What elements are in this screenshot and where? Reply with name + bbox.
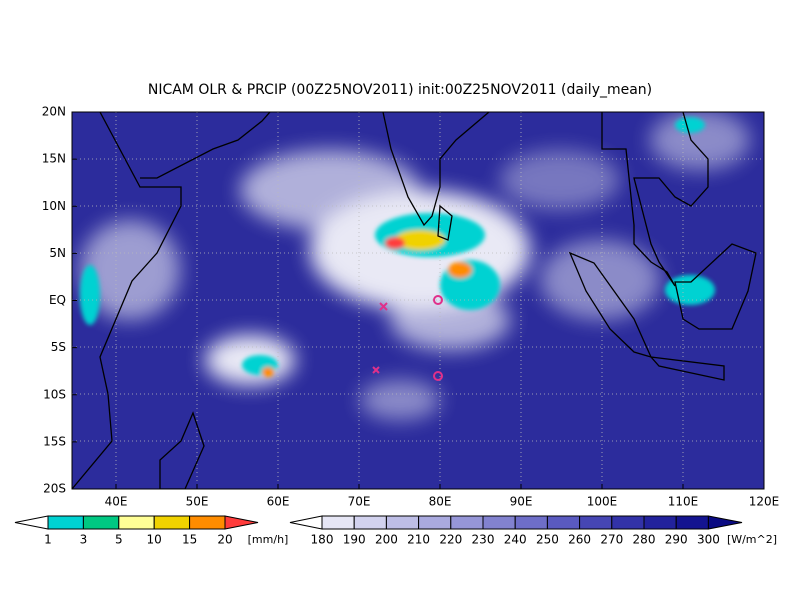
lon-label: 100E (587, 495, 618, 509)
lat-label: EQ (49, 293, 66, 307)
colorbar-box (353, 515, 387, 530)
lat-label: 5S (51, 340, 66, 354)
colorbar-box (82, 515, 120, 530)
colorbar-label: 290 (665, 533, 688, 547)
colorbar-label: 220 (439, 533, 462, 547)
colorbar-box (418, 515, 452, 530)
colorbar-label: 210 (407, 533, 430, 547)
lat-label: 15S (43, 434, 66, 448)
markers (372, 295, 443, 381)
lon-label: 50E (186, 495, 209, 509)
colorbar-box (611, 515, 645, 530)
colorbar-label: 10 (147, 533, 162, 547)
lat-label: 10N (42, 199, 66, 213)
lon-label: 60E (267, 495, 290, 509)
lat-label: 10S (43, 387, 66, 401)
lon-label: 40E (105, 495, 128, 509)
colorbar-unit: [mm/h] (248, 533, 289, 546)
colorbar-label: 20 (217, 533, 232, 547)
colorbar-box (118, 515, 155, 530)
colorbar-label: 15 (182, 533, 197, 547)
colorbar-label: 280 (633, 533, 656, 547)
colorbar-box (47, 515, 84, 530)
lat-label: 5N (49, 246, 66, 260)
colorbar-box (189, 515, 226, 530)
colorbar-label: 270 (600, 533, 623, 547)
colorbar-box (385, 515, 420, 530)
colorbar-box (450, 515, 484, 530)
colorbar-arrow (707, 515, 743, 530)
colorbar-box (675, 515, 709, 530)
lat-label: 15N (42, 152, 66, 166)
colorbar-label: 5 (115, 533, 123, 547)
colorbar-box (321, 515, 355, 530)
colorbar-box (514, 515, 548, 530)
colorbar-label: 190 (343, 533, 366, 547)
colorbar-label: 230 (472, 533, 495, 547)
colorbar-label: 250 (536, 533, 559, 547)
colorbar-label: 3 (80, 533, 88, 547)
colorbar-unit: [W/m^2] (727, 533, 777, 546)
colorbar-label: 260 (568, 533, 591, 547)
lon-label: 110E (668, 495, 699, 509)
lon-label: 90E (510, 495, 533, 509)
title: NICAM OLR & PRCIP (00Z25NOV2011) init:00… (148, 82, 652, 98)
colorbar-box (579, 515, 613, 530)
colorbar-label: 300 (697, 533, 720, 547)
colorbar-label: 180 (311, 533, 334, 547)
lon-label: 80E (429, 495, 452, 509)
colorbar-arrow (224, 515, 259, 530)
colorbar-box (546, 515, 581, 530)
colorbar-label: 200 (375, 533, 398, 547)
colorbar-arrow (289, 515, 323, 530)
colorbar-box (153, 515, 191, 530)
lat-label: 20S (43, 482, 66, 496)
colorbar-box (643, 515, 677, 530)
colorbar-label: 1 (44, 533, 52, 547)
lon-label: 120E (749, 495, 780, 509)
coastlines (72, 112, 757, 489)
lon-label: 70E (348, 495, 371, 509)
colorbar-box (482, 515, 516, 530)
map-field (72, 112, 764, 489)
colorbar-label: 240 (504, 533, 527, 547)
lat-label: 20N (42, 105, 66, 119)
colorbar-arrow (14, 515, 49, 530)
